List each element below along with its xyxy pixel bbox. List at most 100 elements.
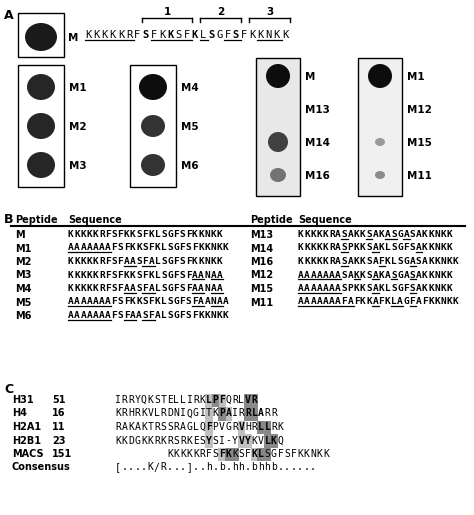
Text: N: N: [204, 270, 210, 280]
Text: A: A: [124, 257, 129, 266]
Text: S: S: [391, 230, 397, 239]
Text: A: A: [298, 270, 304, 280]
Text: MACS: MACS: [12, 449, 44, 459]
Text: F: F: [118, 257, 123, 266]
Text: F: F: [410, 298, 415, 306]
Text: A: A: [210, 270, 216, 280]
Text: H31: H31: [12, 395, 34, 405]
Text: Y: Y: [135, 395, 140, 405]
Ellipse shape: [266, 64, 290, 88]
Text: K: K: [298, 244, 304, 252]
Bar: [257, 421, 272, 434]
Text: F: F: [219, 449, 225, 459]
Text: N: N: [204, 257, 210, 266]
Text: K: K: [298, 257, 304, 266]
Text: T: T: [206, 408, 212, 419]
Text: K: K: [379, 244, 384, 252]
Text: .: .: [310, 462, 316, 472]
Bar: [256, 58, 300, 196]
Text: 11: 11: [52, 422, 65, 432]
Text: M4: M4: [15, 284, 31, 294]
Text: K: K: [193, 449, 199, 459]
Text: A: A: [373, 298, 378, 306]
Text: R: R: [121, 395, 128, 405]
Text: S: S: [341, 230, 347, 239]
Text: K: K: [130, 298, 136, 306]
Text: K: K: [304, 244, 310, 252]
Text: K: K: [447, 298, 453, 306]
Text: F: F: [341, 298, 347, 306]
Text: K: K: [87, 257, 92, 266]
Text: S: S: [341, 284, 347, 293]
Text: K: K: [310, 230, 316, 239]
Text: F: F: [192, 244, 198, 252]
Text: K: K: [323, 257, 328, 266]
Text: A: A: [136, 311, 142, 320]
Text: Peptide: Peptide: [250, 215, 292, 225]
Text: S: S: [111, 230, 117, 239]
Text: K: K: [323, 244, 328, 252]
Text: Q: Q: [226, 395, 231, 405]
Text: A: A: [304, 270, 310, 280]
Text: K: K: [257, 30, 264, 40]
Text: /: /: [154, 462, 160, 472]
Text: A: A: [130, 257, 136, 266]
Text: A: A: [81, 298, 86, 306]
Text: Y: Y: [206, 436, 212, 445]
Text: S: S: [391, 244, 397, 252]
Text: A: A: [403, 270, 409, 280]
Text: A: A: [335, 230, 341, 239]
Text: .: .: [303, 462, 310, 472]
Text: K: K: [115, 436, 121, 445]
Text: A: A: [329, 298, 335, 306]
Text: A: A: [323, 284, 328, 293]
Text: P: P: [347, 284, 353, 293]
Text: F: F: [173, 284, 179, 293]
Text: K: K: [159, 30, 165, 40]
Text: F: F: [151, 30, 157, 40]
Text: K: K: [441, 230, 447, 239]
Text: L: L: [161, 298, 167, 306]
Text: G: G: [167, 257, 173, 266]
Ellipse shape: [27, 152, 55, 178]
Text: K: K: [93, 270, 99, 280]
Text: N: N: [434, 270, 440, 280]
Text: K: K: [147, 462, 154, 472]
Text: S: S: [161, 284, 167, 293]
Text: K: K: [447, 230, 453, 239]
Text: .: .: [121, 462, 128, 472]
Text: K: K: [85, 30, 91, 40]
Text: K: K: [93, 284, 99, 293]
Text: S: S: [136, 257, 142, 266]
Text: K: K: [453, 257, 459, 266]
Text: -: -: [226, 436, 231, 445]
Text: A: A: [105, 311, 111, 320]
Text: N: N: [434, 230, 440, 239]
Text: S: S: [180, 230, 185, 239]
Text: N: N: [434, 244, 440, 252]
Text: G: G: [397, 270, 403, 280]
Text: L: L: [264, 422, 270, 432]
Text: K: K: [317, 257, 322, 266]
Text: R: R: [126, 30, 132, 40]
Text: M16: M16: [305, 171, 330, 181]
Text: A: A: [335, 244, 341, 252]
Bar: [219, 407, 226, 421]
Text: R: R: [329, 230, 335, 239]
Text: K: K: [217, 230, 223, 239]
Text: S: S: [410, 270, 415, 280]
Text: S: S: [161, 257, 167, 266]
Text: A: A: [130, 311, 136, 320]
Text: E: E: [167, 395, 173, 405]
Text: P: P: [212, 422, 219, 432]
Text: R: R: [180, 436, 186, 445]
Text: M5: M5: [181, 122, 199, 132]
Text: A: A: [210, 284, 216, 293]
Text: F: F: [105, 257, 111, 266]
Text: K: K: [428, 284, 434, 293]
Text: 2: 2: [217, 7, 224, 17]
Text: S: S: [161, 422, 166, 432]
Text: N: N: [441, 298, 447, 306]
Text: K: K: [360, 244, 366, 252]
Text: K: K: [68, 257, 74, 266]
